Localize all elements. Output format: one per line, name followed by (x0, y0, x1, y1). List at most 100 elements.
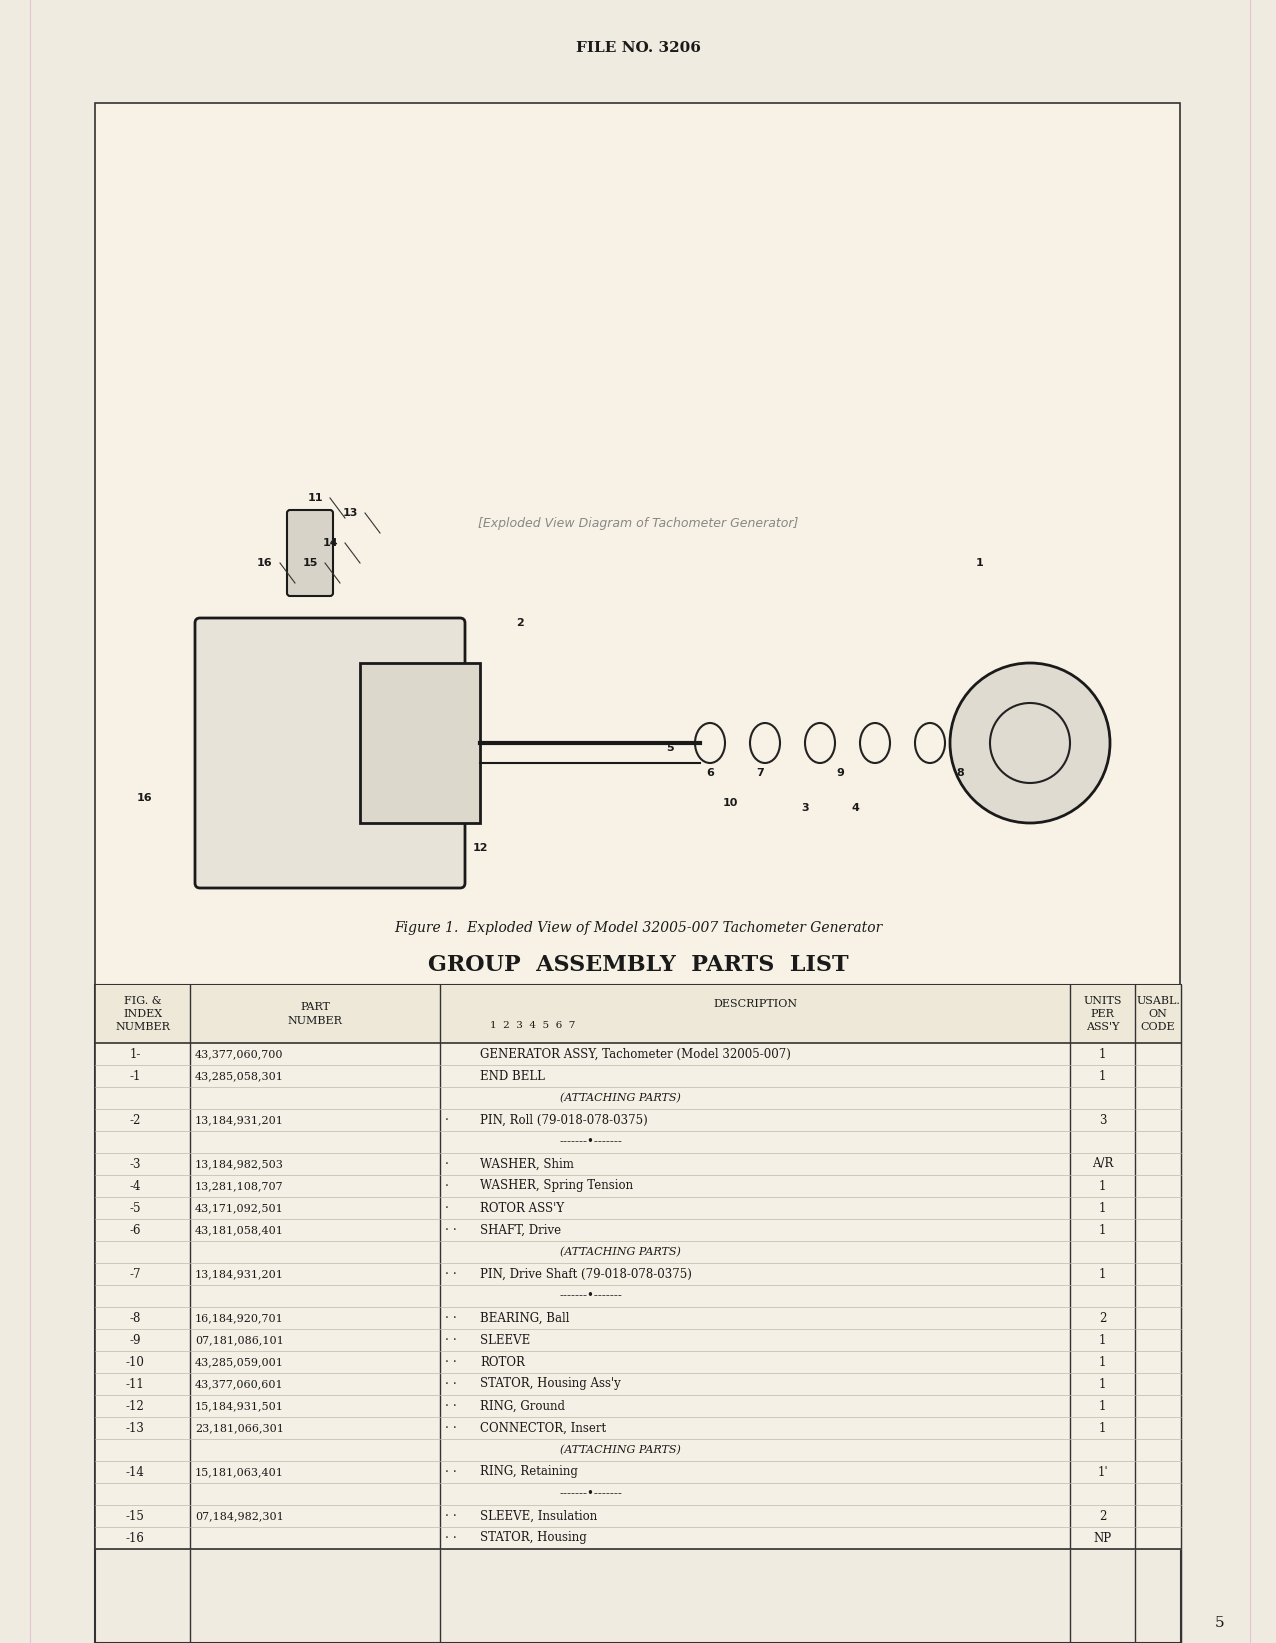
Bar (94, 1484, 1182, 1505)
Text: SHAFT, Drive: SHAFT, Drive (480, 1224, 561, 1237)
Bar (94, 104, 1180, 992)
Text: ·: · (445, 1114, 449, 1127)
Bar (94, 1416, 1182, 1439)
Text: 1: 1 (1099, 1201, 1106, 1214)
Bar (94, 1088, 1182, 1109)
Text: 1: 1 (1099, 1070, 1106, 1083)
Text: 43,285,059,001: 43,285,059,001 (195, 1357, 283, 1367)
Text: · ·: · · (445, 1510, 457, 1523)
Text: 2: 2 (1099, 1311, 1106, 1324)
Bar (94, 986, 1182, 1643)
Text: 11: 11 (308, 493, 323, 503)
Text: A/R: A/R (1092, 1158, 1113, 1170)
Bar (360, 664, 480, 823)
Text: 2: 2 (516, 618, 524, 628)
Bar (94, 1043, 1182, 1065)
Bar (94, 1374, 1182, 1395)
Text: PART
NUMBER: PART NUMBER (287, 1002, 342, 1025)
Text: 1-: 1- (129, 1048, 140, 1060)
Text: 14: 14 (322, 537, 338, 549)
Text: END BELL: END BELL (480, 1070, 545, 1083)
Text: 07,181,086,101: 07,181,086,101 (195, 1336, 283, 1346)
Text: -5: -5 (129, 1201, 140, 1214)
Text: NP: NP (1094, 1531, 1111, 1544)
Text: · ·: · · (445, 1355, 457, 1369)
Text: ROTOR ASS'Y: ROTOR ASS'Y (480, 1201, 564, 1214)
Text: -13: -13 (125, 1421, 144, 1434)
Text: SLEEVE: SLEEVE (480, 1334, 531, 1347)
Bar (94, 1175, 1182, 1198)
Text: · ·: · · (445, 1267, 457, 1280)
Text: 7: 7 (757, 767, 764, 779)
Text: (ATTACHING PARTS): (ATTACHING PARTS) (560, 1093, 681, 1102)
Text: BEARING, Ball: BEARING, Ball (480, 1311, 569, 1324)
Text: -7: -7 (129, 1267, 140, 1280)
Text: 1: 1 (1099, 1377, 1106, 1390)
Text: GENERATOR ASSY, Tachometer (Model 32005-007): GENERATOR ASSY, Tachometer (Model 32005-… (480, 1048, 791, 1060)
Text: 1: 1 (976, 559, 984, 568)
Text: -16: -16 (125, 1531, 144, 1544)
Text: 43,171,092,501: 43,171,092,501 (195, 1203, 283, 1213)
Text: -3: -3 (129, 1158, 140, 1170)
Bar (94, 1526, 1182, 1549)
Text: 15: 15 (302, 559, 318, 568)
Bar (94, 1351, 1182, 1374)
Text: STATOR, Housing Ass'y: STATOR, Housing Ass'y (480, 1377, 620, 1390)
Text: (ATTACHING PARTS): (ATTACHING PARTS) (560, 1247, 681, 1257)
Text: 4: 4 (851, 803, 859, 813)
Text: 5: 5 (1215, 1617, 1225, 1630)
Bar (94, 1306, 1182, 1329)
FancyBboxPatch shape (195, 618, 464, 887)
Text: 9: 9 (836, 767, 843, 779)
Bar (94, 1219, 1182, 1240)
Text: ·: · (445, 1180, 449, 1193)
Text: 16: 16 (258, 559, 273, 568)
Text: 1ˈ: 1ˈ (1097, 1466, 1108, 1479)
Bar (94, 1461, 1182, 1484)
Text: -12: -12 (125, 1400, 144, 1413)
Text: · ·: · · (445, 1224, 457, 1237)
Text: 1: 1 (1099, 1421, 1106, 1434)
Bar (94, 1505, 1182, 1526)
Text: (ATTACHING PARTS): (ATTACHING PARTS) (560, 1444, 681, 1456)
Text: 43,285,058,301: 43,285,058,301 (195, 1071, 283, 1081)
Text: -11: -11 (125, 1377, 144, 1390)
Text: · ·: · · (445, 1421, 457, 1434)
Bar (94, 1153, 1182, 1175)
Text: 8: 8 (956, 767, 963, 779)
Text: [Exploded View Diagram of Tachometer Generator]: [Exploded View Diagram of Tachometer Gen… (477, 516, 799, 529)
Text: 16,184,920,701: 16,184,920,701 (195, 1313, 283, 1323)
Text: · ·: · · (445, 1531, 457, 1544)
Text: WASHER, Shim: WASHER, Shim (480, 1158, 574, 1170)
Text: GROUP  ASSEMBLY  PARTS  LIST: GROUP ASSEMBLY PARTS LIST (427, 955, 849, 976)
Text: · ·: · · (445, 1334, 457, 1347)
Text: Figure 1.  Exploded View of Model 32005-007 Tachometer Generator: Figure 1. Exploded View of Model 32005-0… (394, 922, 882, 935)
FancyBboxPatch shape (287, 509, 333, 596)
Text: 1: 1 (1099, 1400, 1106, 1413)
Circle shape (951, 664, 1110, 823)
Text: 13: 13 (342, 508, 357, 518)
Text: 43,181,058,401: 43,181,058,401 (195, 1226, 283, 1236)
Text: -8: -8 (129, 1311, 140, 1324)
Text: 1  2  3  4  5  6  7: 1 2 3 4 5 6 7 (490, 1022, 575, 1030)
Bar (94, 1109, 1182, 1130)
Bar (94, 1395, 1182, 1416)
Text: 1: 1 (1099, 1267, 1106, 1280)
Text: 43,377,060,601: 43,377,060,601 (195, 1378, 283, 1388)
Text: -------•-------: -------•------- (560, 1290, 623, 1303)
Text: 1: 1 (1099, 1224, 1106, 1237)
Text: 13,184,931,201: 13,184,931,201 (195, 1116, 283, 1125)
Text: 10: 10 (722, 798, 738, 808)
Bar (94, 1329, 1182, 1351)
Text: 2: 2 (1099, 1510, 1106, 1523)
Text: -1: -1 (129, 1070, 140, 1083)
Text: 15,181,063,401: 15,181,063,401 (195, 1467, 283, 1477)
Text: -14: -14 (125, 1466, 144, 1479)
Text: RING, Ground: RING, Ground (480, 1400, 565, 1413)
Text: 12: 12 (472, 843, 487, 853)
Text: 1: 1 (1099, 1048, 1106, 1060)
Text: FILE NO. 3206: FILE NO. 3206 (575, 41, 701, 54)
Text: DESCRIPTION: DESCRIPTION (713, 999, 798, 1009)
Bar (94, 1240, 1182, 1263)
Bar (94, 1130, 1182, 1153)
